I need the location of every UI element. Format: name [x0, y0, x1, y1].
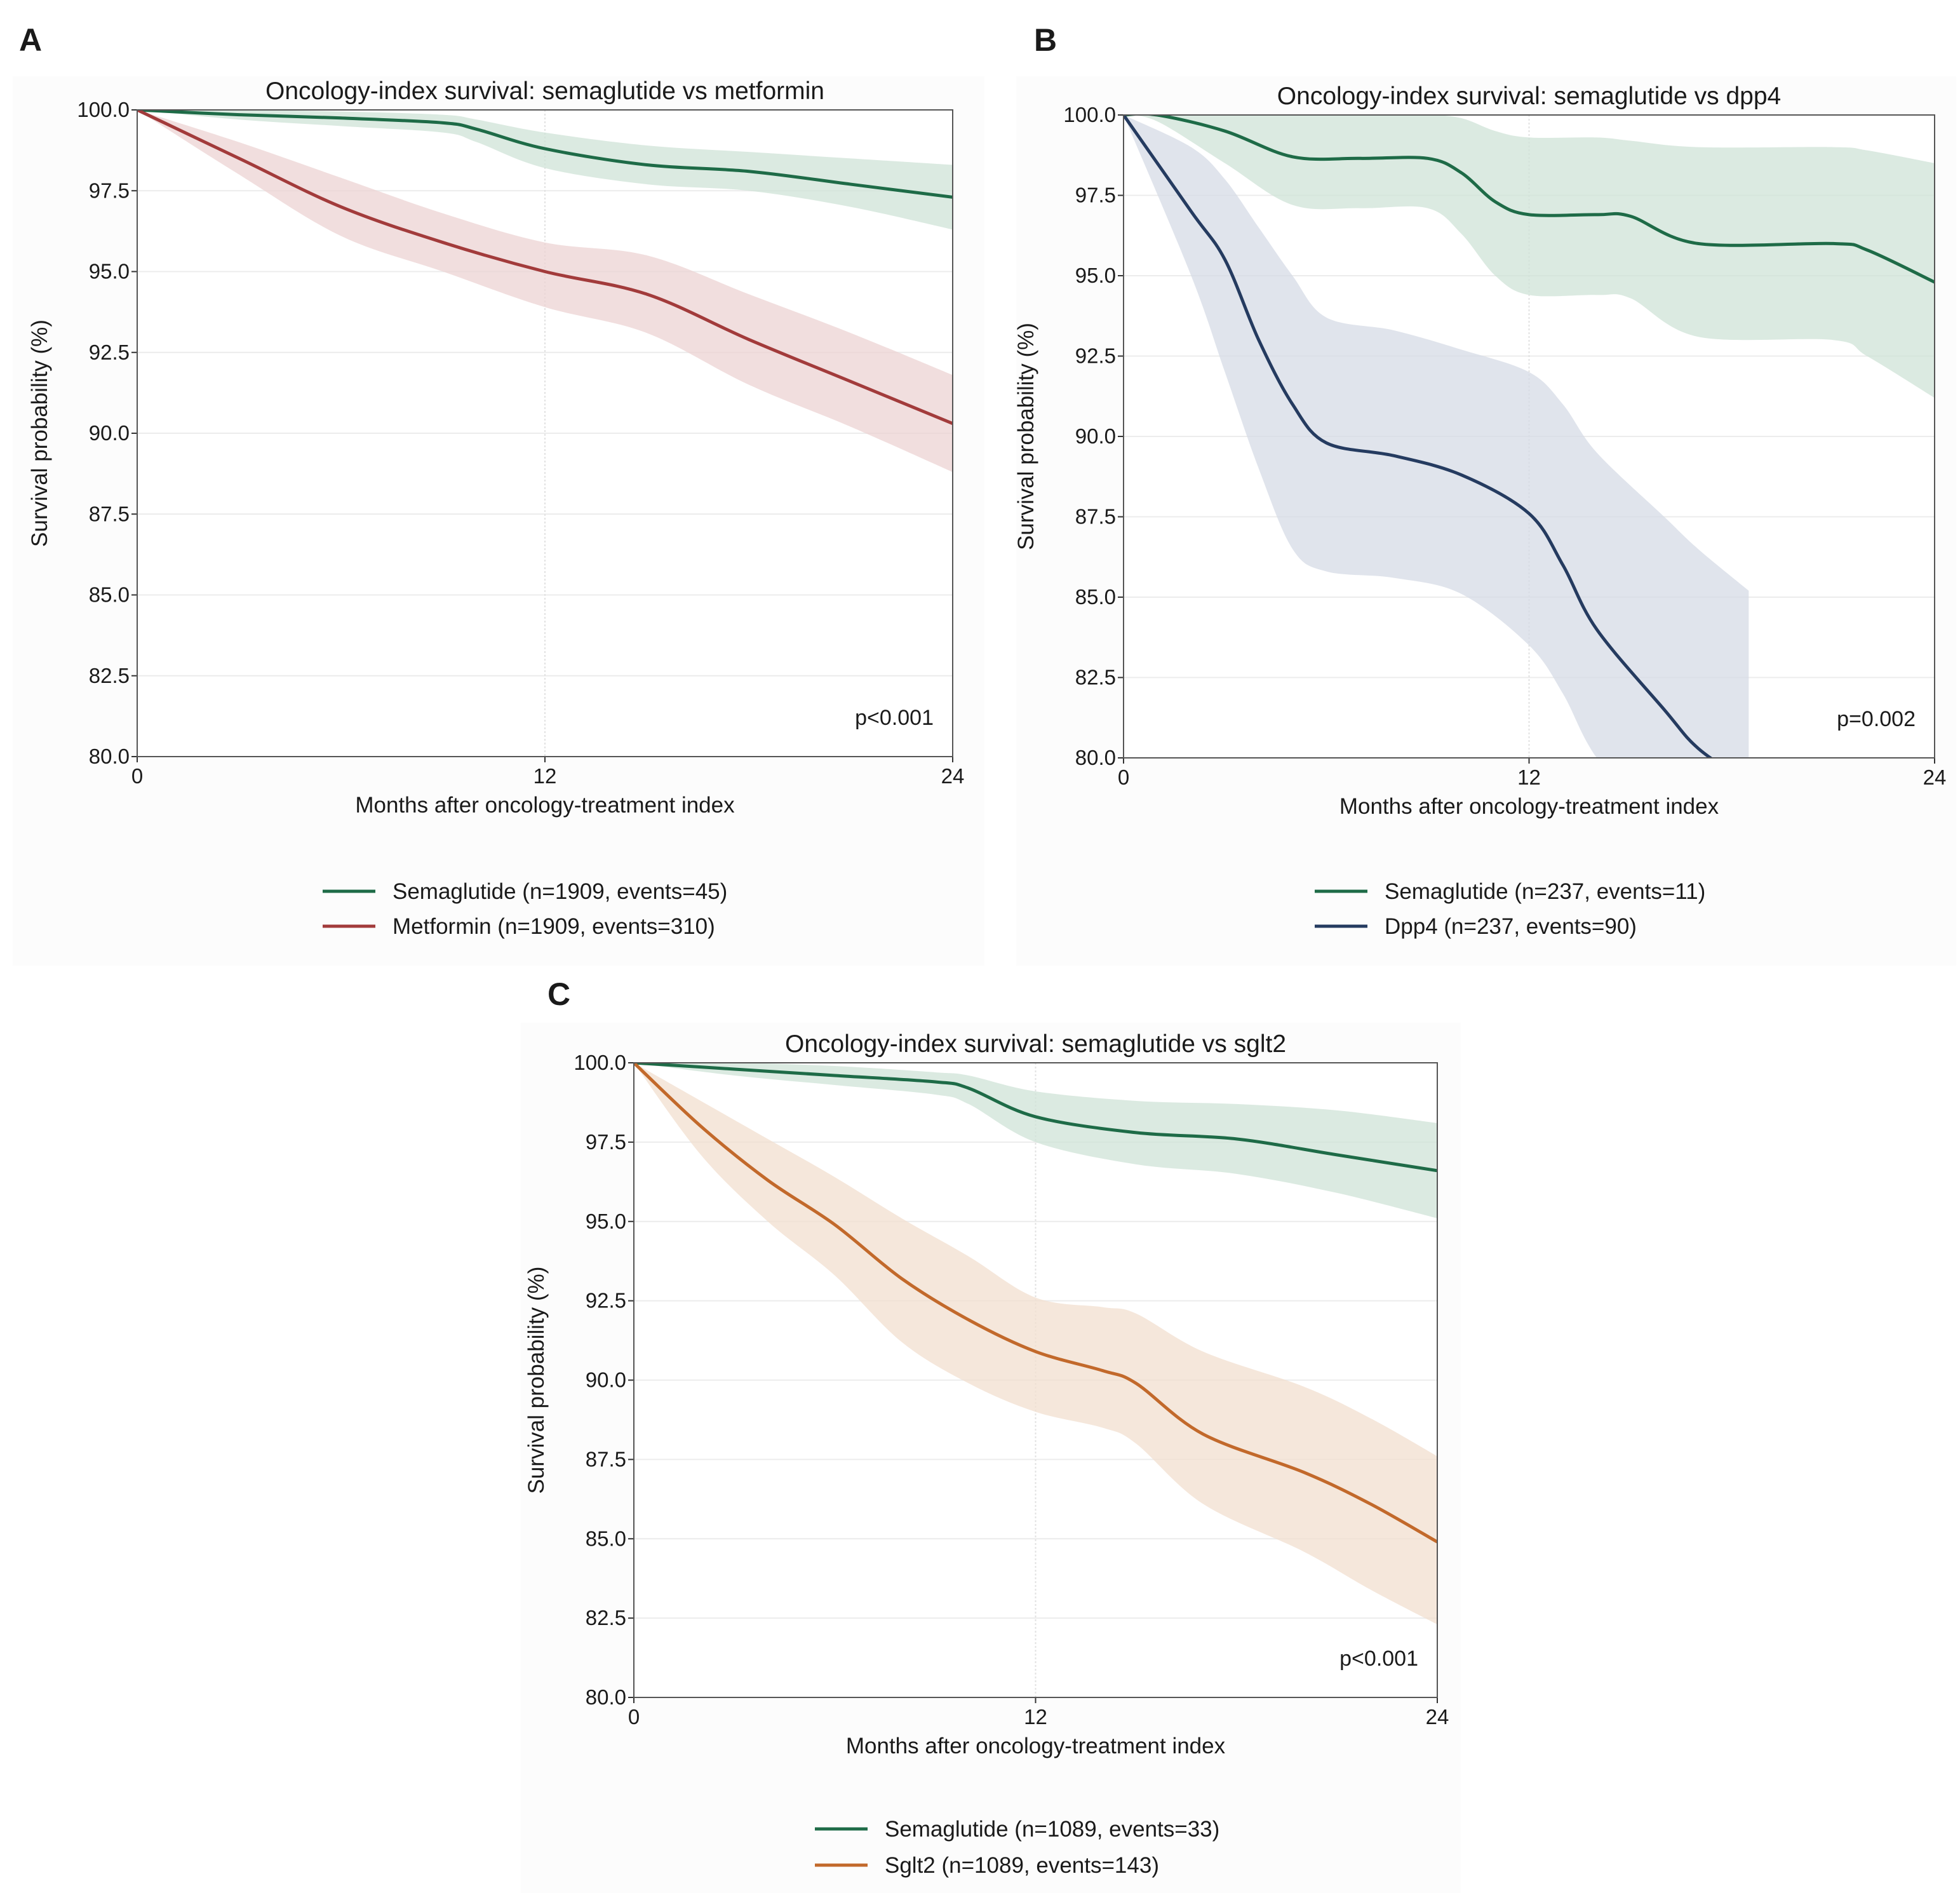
x-axis-label: Months after oncology-treatment index — [355, 793, 735, 818]
y-tick-label: 80.0 — [586, 1685, 626, 1709]
p-value-annotation: p<0.001 — [1339, 1647, 1418, 1671]
y-tick-label: 100.0 — [574, 1051, 626, 1074]
chart-title: Oncology-index survival: semaglutide vs … — [1277, 83, 1781, 110]
legend-label-1: Dpp4 (n=237, events=90) — [1385, 914, 1637, 939]
y-tick-label: 92.5 — [1075, 344, 1116, 368]
y-axis-label: Survival probability (%) — [27, 320, 52, 547]
legend-label-1: Sglt2 (n=1089, events=143) — [885, 1853, 1159, 1878]
x-tick-label: 24 — [1426, 1705, 1449, 1729]
legend-label-1: Metformin (n=1909, events=310) — [393, 914, 715, 939]
y-tick-label: 92.5 — [89, 341, 130, 364]
y-axis-label: Survival probability (%) — [524, 1267, 549, 1494]
y-tick-label: 82.5 — [1075, 666, 1116, 689]
panel-label: A — [19, 22, 42, 58]
chart-title: Oncology-index survival: semaglutide vs … — [785, 1030, 1286, 1058]
chart-title: Oncology-index survival: semaglutide vs … — [265, 78, 824, 105]
y-tick-label: 90.0 — [89, 421, 130, 445]
ci-band-1 — [1124, 115, 1749, 758]
series-group — [634, 1063, 1437, 1625]
x-tick-label: 0 — [628, 1705, 640, 1729]
ci-band-0 — [634, 1063, 1437, 1218]
y-tick-label: 95.0 — [1075, 264, 1116, 287]
survival-curve-0 — [1124, 115, 1935, 284]
x-tick-label: 24 — [1923, 765, 1947, 789]
y-tick-label: 97.5 — [89, 179, 130, 202]
x-tick-label: 0 — [1118, 765, 1129, 789]
panel-label: B — [1034, 22, 1057, 58]
y-tick-label: 87.5 — [586, 1447, 626, 1471]
y-tick-label: 82.5 — [89, 664, 130, 687]
x-axis-label: Months after oncology-treatment index — [846, 1734, 1226, 1758]
x-axis-label: Months after oncology-treatment index — [1339, 794, 1719, 819]
panel-b: 80.0 82.5 85.0 87.5 90.0 92.5 95.0 97.5 100.0 0 12… — [1014, 22, 1956, 966]
x-tick-label: 12 — [1024, 1705, 1047, 1729]
p-value-annotation: p<0.001 — [855, 706, 934, 730]
survival-curve-0 — [137, 110, 953, 199]
ci-band-1 — [634, 1063, 1437, 1625]
y-tick-label: 80.0 — [1075, 746, 1116, 769]
y-tick-label: 85.0 — [1075, 585, 1116, 609]
y-tick-label: 100.0 — [1063, 103, 1116, 126]
survival-curve-1 — [634, 1063, 1437, 1544]
y-tick-label: 95.0 — [586, 1210, 626, 1233]
ci-band-0 — [1124, 115, 1935, 398]
plot-frame — [1123, 114, 1935, 759]
ci-band-1 — [137, 110, 953, 473]
panel-label: C — [547, 976, 570, 1012]
panel-a: 80.0 82.5 85.0 87.5 90.0 92.5 95.0 97.5 100.0 0 12… — [13, 22, 984, 966]
y-tick-label: 87.5 — [89, 502, 130, 525]
series-group — [137, 110, 953, 473]
panel-c: 80.0 82.5 85.0 87.5 90.0 92.5 95.0 97.5 100.0 0 12… — [521, 976, 1461, 1893]
plot-frame — [633, 1062, 1438, 1698]
x-tick-label: 0 — [131, 764, 143, 788]
y-tick-label: 95.0 — [89, 260, 130, 283]
x-tick-label: 24 — [941, 764, 965, 788]
y-axis-label: Survival probability (%) — [1014, 323, 1038, 550]
y-tick-label: 100.0 — [77, 98, 130, 121]
survival-curve-0 — [634, 1063, 1437, 1173]
y-tick-label: 92.5 — [586, 1289, 626, 1312]
y-tick-label: 85.0 — [89, 583, 130, 607]
series-group — [1124, 115, 1935, 758]
y-tick-label: 82.5 — [586, 1606, 626, 1629]
survival-curve-1 — [1124, 115, 1714, 758]
p-value-annotation: p=0.002 — [1837, 707, 1916, 731]
legend-label-0: Semaglutide (n=1089, events=33) — [885, 1817, 1219, 1842]
plot-frame — [137, 109, 953, 757]
x-tick-label: 12 — [534, 764, 557, 788]
ci-band-0 — [137, 110, 953, 230]
y-tick-label: 90.0 — [1075, 424, 1116, 448]
x-tick-label: 12 — [1517, 765, 1541, 789]
y-tick-label: 97.5 — [1075, 184, 1116, 207]
y-tick-label: 87.5 — [1075, 505, 1116, 529]
y-tick-label: 90.0 — [586, 1368, 626, 1392]
y-tick-label: 97.5 — [586, 1130, 626, 1154]
legend-label-0: Semaglutide (n=1909, events=45) — [393, 879, 727, 904]
survival-curve-1 — [137, 110, 953, 426]
y-tick-label: 80.0 — [89, 745, 130, 768]
y-tick-label: 85.0 — [586, 1527, 626, 1550]
legend-label-0: Semaglutide (n=237, events=11) — [1385, 879, 1705, 904]
